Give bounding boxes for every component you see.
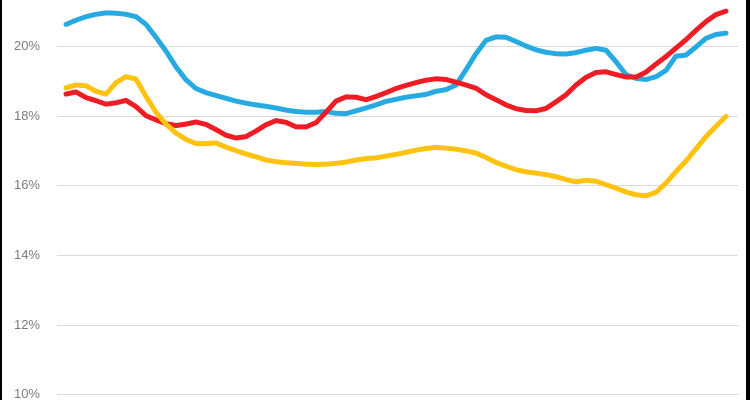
gridline-18pct	[57, 116, 738, 117]
y-tick-label-16pct: 16%	[13, 177, 40, 192]
gridline-12pct	[57, 325, 738, 326]
right-edge-border	[746, 0, 750, 400]
gridline-10pct	[57, 394, 738, 395]
y-tick-label-18pct: 18%	[13, 108, 40, 123]
y-tick-label-14pct: 14%	[13, 247, 40, 262]
gridline-14pct	[57, 255, 738, 256]
series-blue-line	[63, 10, 729, 117]
series-yellow-line	[63, 74, 729, 199]
gridline-16pct	[57, 185, 738, 186]
gridline-20pct	[57, 46, 738, 47]
series-red-line	[63, 8, 729, 141]
y-tick-label-12pct: 12%	[13, 317, 40, 332]
left-edge-border	[0, 0, 2, 400]
y-tick-label-10pct: 10%	[13, 386, 40, 400]
y-tick-label-20pct: 20%	[13, 38, 40, 53]
